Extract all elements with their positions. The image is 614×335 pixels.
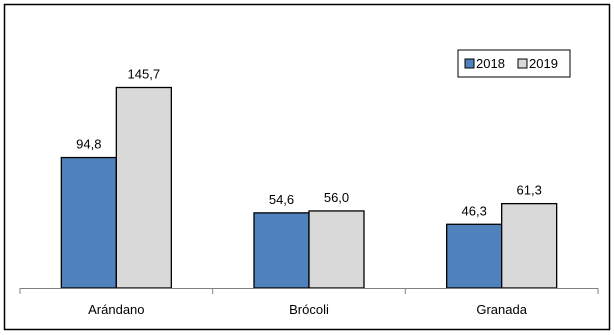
legend-swatch-2018 (464, 58, 475, 69)
legend-label: 2018 (476, 56, 505, 71)
bar-2019-1 (115, 86, 172, 289)
legend-label: 2019 (529, 56, 558, 71)
legend-swatch-2019 (517, 58, 528, 69)
bar-2018-3 (446, 223, 503, 289)
bar-2018-2 (253, 212, 310, 289)
legend: 2018 2019 (457, 49, 571, 78)
data-label: 145,7 (128, 67, 161, 82)
bar-2019-3 (501, 202, 558, 289)
data-label: 56,0 (324, 190, 349, 205)
data-label: 94,8 (76, 137, 101, 152)
category-label: Granada (476, 302, 527, 317)
bar-2019-2 (308, 210, 365, 289)
data-label: 46,3 (462, 203, 487, 218)
data-label: 54,6 (269, 192, 294, 207)
bar-2018-1 (60, 156, 117, 289)
data-label: 61,3 (517, 183, 542, 198)
legend-box (457, 49, 571, 78)
category-label: Arándano (88, 302, 144, 317)
category-label: Brócoli (289, 302, 329, 317)
plot-area: 94,8 145,7 Arándano 54,6 56,0 Brócoli 46,3 61,3… (19, 67, 599, 317)
